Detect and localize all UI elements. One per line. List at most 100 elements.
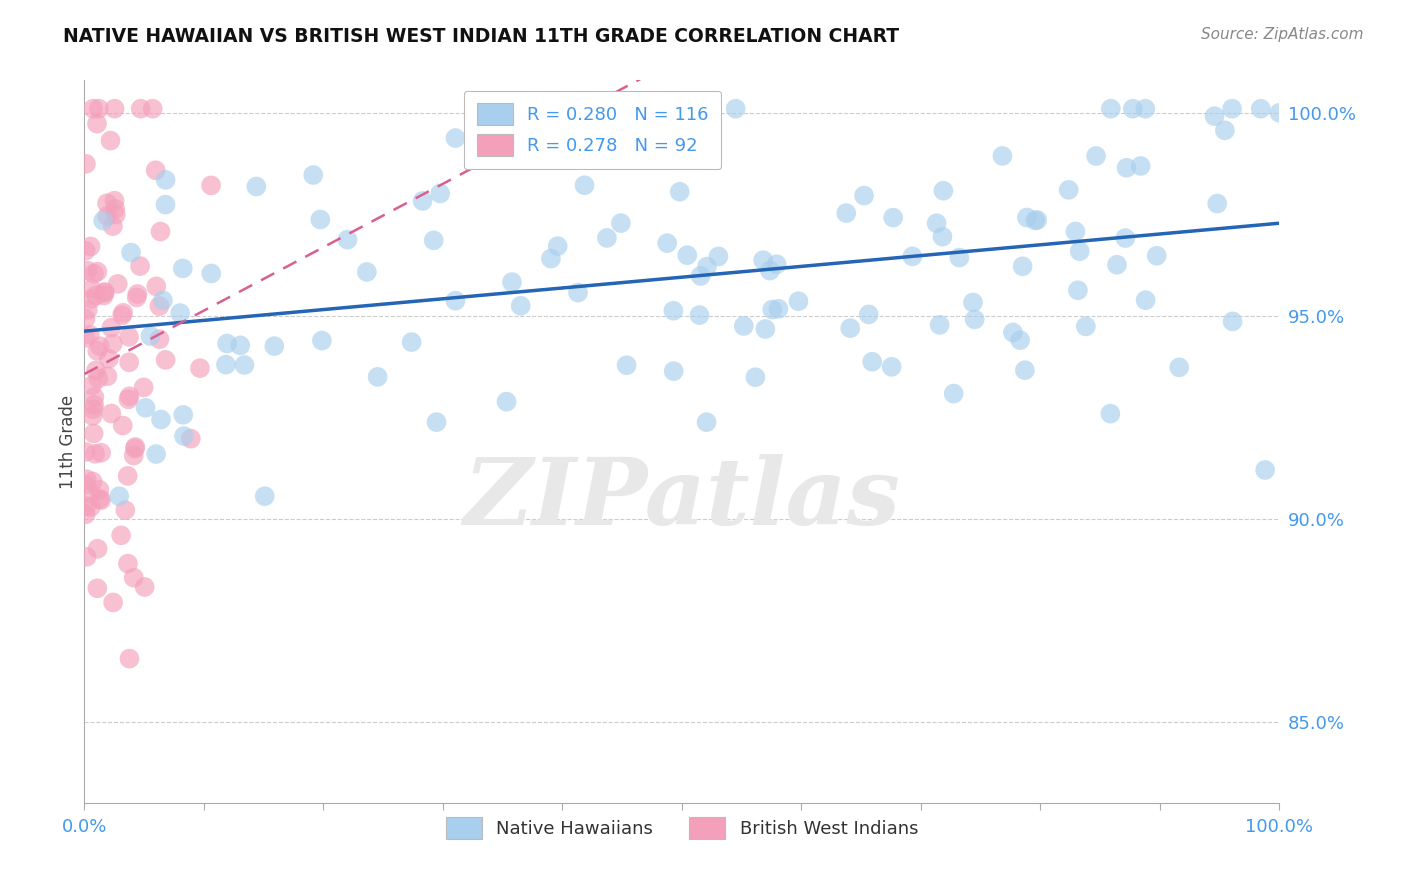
Point [87,102,110,116]
Point [84,363,107,377]
Point [761,302,783,317]
Point [125,290,148,304]
Point [124,442,146,456]
Point [117,469,139,483]
Point [155,173,177,187]
Point [86,343,108,358]
Point [662,303,685,318]
Point [86,117,108,131]
Point [853,188,876,202]
Point [114,503,136,517]
Point [1069,244,1091,259]
Point [80,378,103,392]
Point [82,402,104,417]
Point [233,358,256,372]
Point [148,332,170,346]
Point [754,322,776,336]
Point [501,275,523,289]
Point [120,245,142,260]
Point [688,308,710,322]
Point [509,299,531,313]
Point [1057,183,1080,197]
Point [96,196,118,211]
Point [616,358,638,372]
Point [173,429,195,443]
Point [145,279,167,293]
Point [1129,159,1152,173]
Point [79,239,101,253]
Point [93,288,115,302]
Point [76,549,98,564]
Point [733,318,755,333]
Point [90,493,112,508]
Point [1099,407,1122,421]
Point [149,225,172,239]
Point [118,330,141,344]
Point [103,194,125,208]
Point [1026,213,1049,227]
Point [117,557,139,571]
Point [962,295,984,310]
Point [1206,196,1229,211]
Point [139,329,162,343]
Point [135,401,157,415]
Point [311,334,333,348]
Point [200,178,222,193]
Point [835,206,858,220]
Point [100,134,122,148]
Point [84,288,107,302]
Point [1010,333,1032,347]
Point [567,285,589,300]
Point [245,179,267,194]
Point [172,261,194,276]
Text: ZIPatlas: ZIPatlas [464,454,900,544]
Point [662,364,685,378]
Point [309,212,332,227]
Point [707,249,730,263]
Point [75,157,97,171]
Point [768,301,790,316]
Point [104,102,127,116]
Point [169,306,191,320]
Point [1135,102,1157,116]
Point [155,352,177,367]
Point [932,184,955,198]
Point [82,409,104,423]
Point [1014,363,1036,377]
Point [122,571,145,585]
Point [1213,123,1236,137]
Point [100,320,122,334]
Point [422,233,444,247]
Point [104,202,127,216]
Point [145,447,167,461]
Point [118,651,141,665]
Point [93,285,115,300]
Point [91,213,114,227]
Point [444,293,467,308]
Point [787,294,810,309]
Point [858,307,880,321]
Point [129,259,152,273]
Point [124,440,146,454]
Point [152,293,174,308]
Point [547,239,569,253]
Point [901,249,924,263]
Point [942,386,965,401]
Point [367,370,389,384]
Point [142,102,165,116]
Point [925,216,948,230]
Point [1015,211,1038,225]
Point [605,102,627,116]
Point [1105,258,1128,272]
Point [107,277,129,291]
Point [80,292,103,306]
Point [101,595,124,609]
Point [75,508,97,522]
Point [931,229,953,244]
Point [425,415,447,429]
Point [1064,225,1087,239]
Point [100,407,122,421]
Point [882,211,904,225]
Point [122,449,145,463]
Point [111,308,134,322]
